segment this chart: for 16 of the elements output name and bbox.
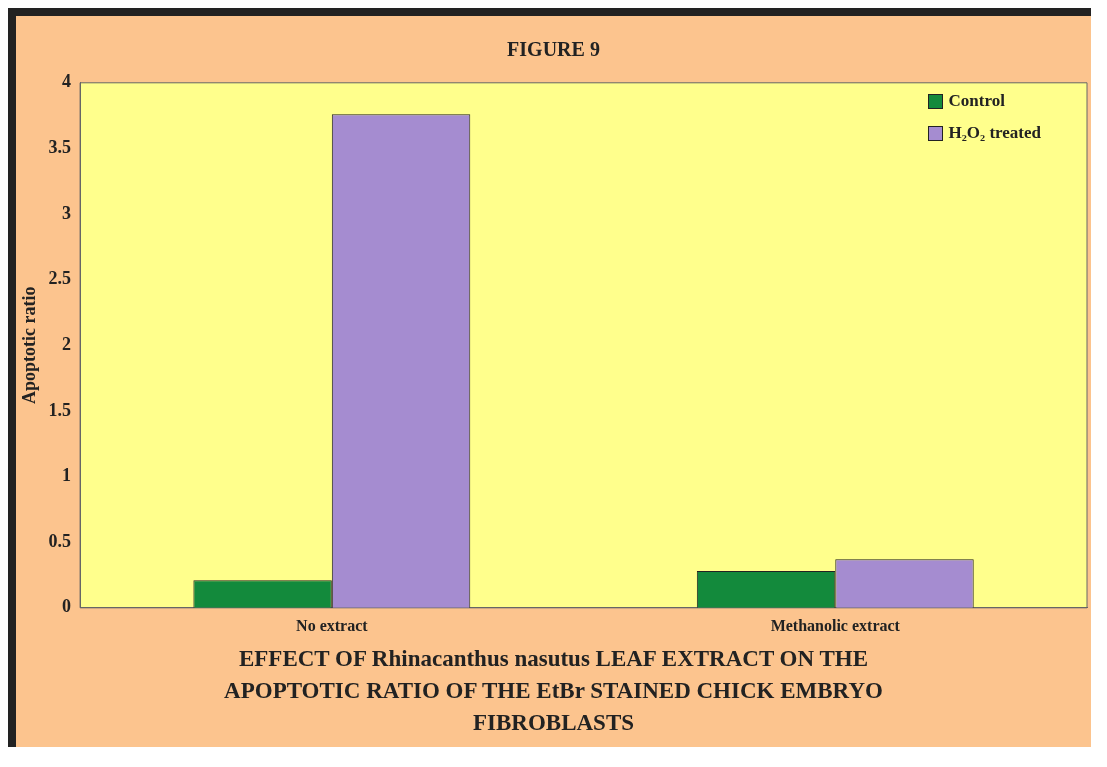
y-tick-label: 1.5 [48,399,72,420]
x-tick-label: No extract [296,616,369,634]
chart-title: FIGURE 9 [506,37,601,62]
legend-label: Control [948,91,1005,111]
y-tick-label: 2.5 [48,268,72,289]
y-tick-label: 1 [62,465,72,486]
text: EFFECT OF Rhinacanthus nasutus LEAF EXTRACT ON THE APOPTOTIC RATIO OF THE EtBr STAINED CHICK EMBRYO FIBROBLASTS [223,645,884,737]
legend-label: H₂O₂ treated [948,123,1041,143]
y-tick-label: 4 [62,71,72,92]
y-tick-label: 3.5 [48,137,72,158]
y-axis-title: Apoptotic ratio [19,286,40,405]
x-tick-label: Methanolic extract [770,616,901,634]
y-tick-label: 0.5 [48,530,72,551]
y-tick-label: 2 [62,333,72,354]
y-tick-label: 3 [62,202,72,223]
y-tick-label: 0 [62,596,72,617]
